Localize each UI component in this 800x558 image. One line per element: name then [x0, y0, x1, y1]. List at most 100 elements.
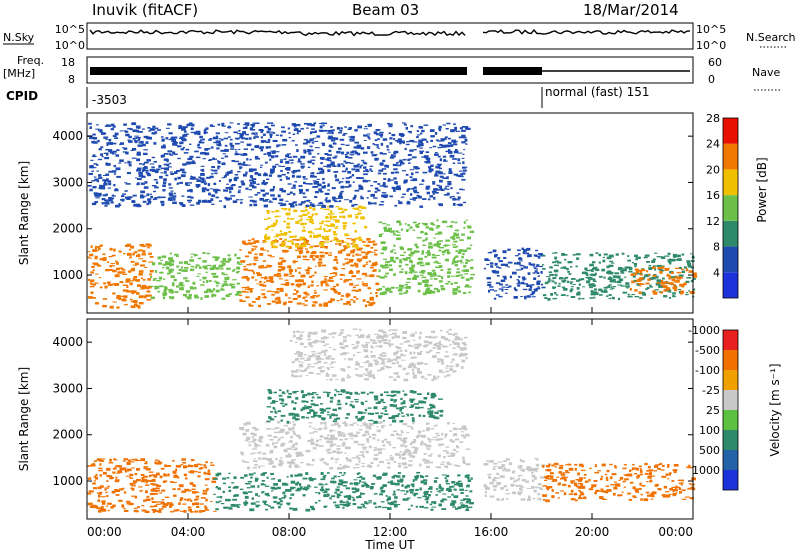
data-cell [190, 482, 194, 485]
data-cell [203, 200, 207, 203]
data-cell [108, 171, 112, 173]
data-cell [204, 472, 207, 475]
data-cell [323, 304, 328, 307]
data-cell [92, 186, 96, 188]
data-cell [366, 503, 369, 504]
data-cell [357, 477, 360, 478]
data-cell [277, 275, 281, 277]
data-cell [534, 268, 536, 269]
data-cell [419, 464, 421, 467]
data-cell [349, 279, 352, 280]
data-cell [403, 498, 408, 501]
data-cell [293, 193, 295, 195]
data-cell [255, 172, 259, 175]
data-cell [264, 236, 266, 239]
data-cell [122, 274, 127, 275]
data-cell [349, 139, 352, 140]
data-cell [143, 279, 146, 281]
data-cell [363, 171, 366, 173]
data-cell [195, 498, 199, 500]
data-cell [622, 253, 625, 255]
data-cell [311, 281, 313, 284]
data-cell [89, 166, 94, 168]
data-cell [537, 286, 540, 287]
data-cell [410, 193, 412, 196]
data-cell [424, 453, 427, 455]
data-cell [404, 124, 407, 126]
data-cell [672, 295, 674, 297]
data-cell [271, 122, 273, 124]
data-cell [103, 194, 107, 196]
data-cell [634, 255, 638, 257]
data-cell [445, 283, 448, 285]
data-cell [252, 436, 255, 438]
data-cell [459, 239, 464, 241]
data-cell [207, 201, 211, 203]
data-cell [92, 482, 96, 484]
data-cell [152, 501, 156, 503]
data-cell [356, 169, 360, 171]
data-cell [342, 507, 345, 509]
data-cell [361, 478, 365, 480]
data-cell [520, 265, 523, 267]
data-cell [368, 124, 373, 127]
data-cell [168, 257, 173, 260]
data-cell [362, 505, 365, 507]
data-cell [356, 238, 359, 239]
data-cell [375, 283, 379, 286]
data-cell [348, 301, 350, 304]
data-cell [302, 408, 305, 410]
data-cell [455, 255, 458, 257]
data-cell [409, 399, 413, 402]
data-cell [552, 288, 555, 289]
data-cell [593, 267, 598, 269]
data-cell [187, 190, 191, 192]
data-cell [456, 271, 460, 273]
data-cell [296, 176, 301, 178]
data-cell [686, 292, 688, 293]
data-cell [282, 242, 286, 245]
data-cell [261, 265, 264, 266]
data-cell [374, 202, 377, 204]
data-cell [603, 291, 608, 293]
data-cell [384, 196, 388, 198]
data-cell [501, 280, 506, 282]
data-cell [394, 496, 398, 499]
data-cell [202, 252, 205, 254]
data-cell [592, 291, 597, 293]
data-cell [321, 244, 324, 247]
data-cell [453, 123, 456, 125]
data-cell [124, 148, 128, 150]
data-cell [230, 507, 233, 509]
data-cell [406, 189, 408, 192]
data-cell [316, 440, 319, 442]
data-cell [634, 266, 637, 267]
data-cell [461, 431, 465, 432]
data-cell [145, 484, 149, 486]
data-cell [152, 157, 155, 158]
data-cell [174, 178, 177, 181]
data-cell [295, 280, 300, 283]
data-cell [589, 286, 593, 288]
data-cell [295, 464, 299, 466]
data-cell [288, 449, 293, 450]
data-cell [393, 233, 395, 236]
data-cell [153, 280, 156, 282]
data-cell [520, 459, 522, 462]
data-cell [183, 147, 185, 149]
data-cell [184, 134, 187, 136]
data-cell [263, 267, 267, 269]
data-cell [300, 156, 305, 159]
data-cell [296, 290, 299, 293]
data-cell [634, 289, 637, 291]
data-cell [227, 499, 230, 501]
data-cell [361, 504, 365, 505]
data-cell [320, 126, 323, 129]
data-cell [484, 268, 486, 270]
data-cell [409, 260, 412, 263]
data-cell [390, 404, 394, 407]
data-cell [249, 137, 252, 140]
data-cell [310, 173, 314, 175]
data-cell [530, 294, 533, 295]
data-cell [320, 479, 325, 481]
